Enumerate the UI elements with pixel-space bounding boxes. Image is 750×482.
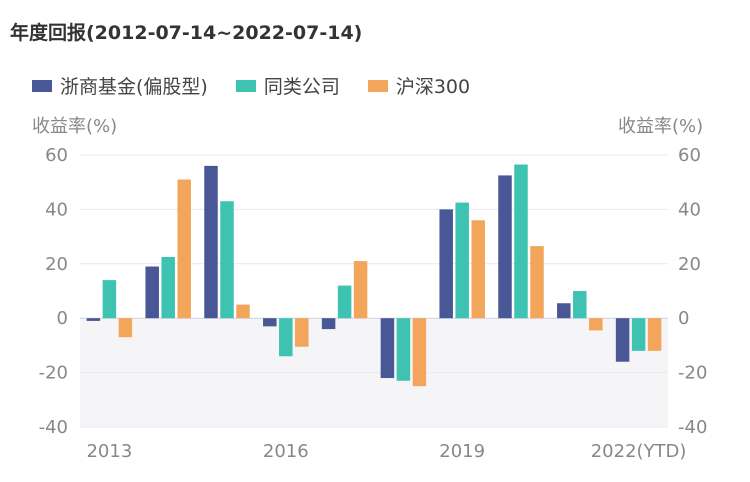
bar-2013-s0	[86, 318, 101, 321]
x-tick-2022(YTD): 2022(YTD)	[591, 441, 687, 462]
bar-2015-s1	[220, 201, 234, 319]
y-tick-left-0: 0	[57, 308, 68, 329]
y-tick-right-60: 60	[678, 145, 701, 166]
y-tick-right--40: -40	[678, 417, 707, 438]
bar-2016-s1	[279, 318, 293, 357]
bar-2021-s1	[573, 291, 587, 319]
legend: 浙商基金(偏股型) 同类公司 沪深300	[32, 72, 498, 99]
y-tick-right-40: 40	[678, 199, 701, 220]
y-tick-right-20: 20	[678, 254, 701, 275]
legend-item-index[interactable]: 沪深300	[367, 72, 471, 99]
bar-2013-s1	[102, 280, 117, 319]
bar-2014-s2	[177, 179, 191, 319]
chart-title: 年度回报(2012-07-14~2022-07-14)	[10, 22, 363, 44]
legend-item-peers[interactable]: 同类公司	[235, 72, 340, 99]
tick-labels: 60 60 40 40 20 20 0 0 -20 -20 -40 -40 2013 2016 2019 20…	[39, 145, 708, 462]
bar-2014-s0	[145, 266, 159, 319]
bar-2020-s1	[514, 164, 528, 319]
bar-2015-s0	[204, 165, 218, 319]
x-tick-2016: 2016	[263, 441, 309, 462]
y-tick-left-60: 60	[45, 145, 68, 166]
legend-swatch-index	[367, 79, 388, 92]
bar-2019-s2	[471, 220, 485, 319]
legend-swatch-fund	[32, 79, 52, 92]
bar-2019-s0	[439, 209, 453, 319]
legend-label-index: 沪深300	[395, 76, 471, 98]
x-tick-2013: 2013	[86, 441, 132, 462]
bar-2017-s0	[321, 318, 336, 330]
bar-2016-s0	[263, 318, 277, 327]
bar-2021-s0	[557, 303, 571, 319]
y-tick-left-20: 20	[45, 254, 68, 275]
bar-2022(YTD)-s2	[647, 318, 662, 351]
legend-label-peers: 同类公司	[263, 76, 340, 98]
bar-2018-s1	[396, 318, 411, 381]
bar-2016-s2	[295, 318, 309, 347]
y-axis-title-left: 收益率(%)	[32, 116, 118, 137]
bar-2013-s2	[118, 318, 133, 338]
legend-label-fund: 浙商基金(偏股型)	[60, 76, 208, 98]
bar-2022(YTD)-s1	[631, 318, 646, 351]
legend-item-fund[interactable]: 浙商基金(偏股型)	[32, 72, 208, 99]
bar-2020-s2	[530, 246, 544, 319]
y-tick-left--40: -40	[39, 417, 68, 438]
y-tick-left--20: -20	[39, 363, 68, 384]
bar-2020-s0	[498, 175, 512, 319]
bar-2022(YTD)-s0	[615, 318, 630, 362]
bar-2018-s2	[412, 318, 427, 387]
bar-2017-s2	[353, 261, 368, 319]
bar-2021-s2	[589, 318, 603, 331]
y-tick-right-0: 0	[678, 308, 689, 329]
y-axis-title-right: 收益率(%)	[618, 116, 704, 137]
bar-2017-s1	[337, 285, 352, 319]
bars	[86, 164, 662, 387]
x-tick-2019: 2019	[439, 441, 485, 462]
bar-2018-s0	[380, 318, 395, 379]
bar-2019-s1	[455, 202, 469, 319]
y-tick-right--20: -20	[678, 363, 707, 384]
bar-2015-s2	[236, 304, 250, 319]
y-tick-left-40: 40	[45, 199, 68, 220]
legend-swatch-peers	[235, 79, 256, 92]
bar-2014-s1	[161, 257, 175, 319]
